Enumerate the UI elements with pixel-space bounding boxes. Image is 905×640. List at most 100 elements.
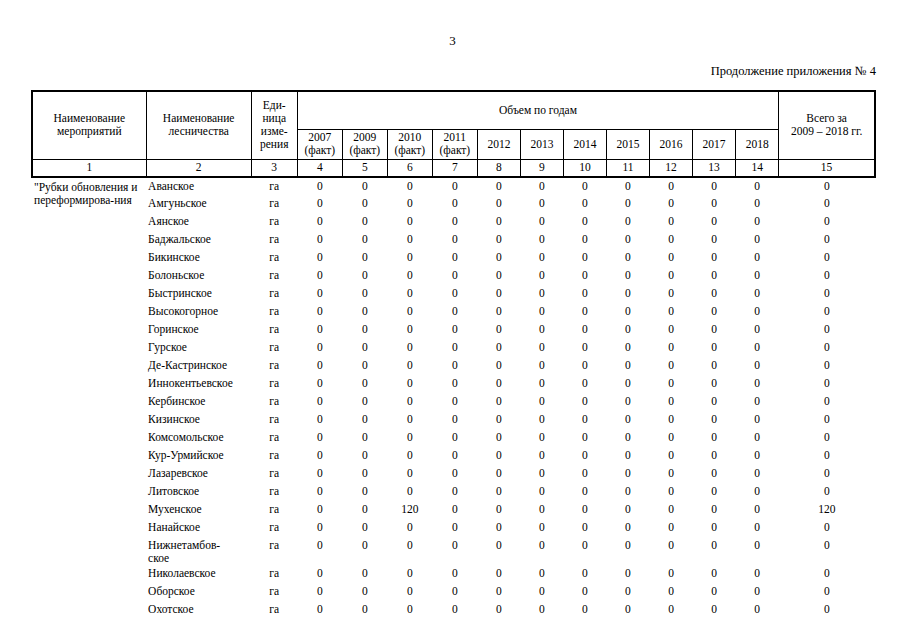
column-number: 2 xyxy=(146,159,251,177)
year-fact-note: (факт) xyxy=(344,144,386,157)
year-value: 0 xyxy=(693,465,736,483)
year-value: 0 xyxy=(477,601,520,619)
year-value: 0 xyxy=(432,537,477,565)
year-value: 0 xyxy=(297,565,342,583)
year-value: 0 xyxy=(297,447,342,465)
forestry-name: Нижнетамбов-ское xyxy=(146,537,251,565)
year-value: 0 xyxy=(387,357,432,375)
year-value: 0 xyxy=(736,339,779,357)
continuation-note: Продолжение приложения № 4 xyxy=(711,64,876,79)
year-value: 0 xyxy=(649,177,692,195)
year-value: 0 xyxy=(342,565,387,583)
year-value: 0 xyxy=(649,601,692,619)
year-value: 0 xyxy=(342,447,387,465)
year-value: 0 xyxy=(297,195,342,213)
year-value: 0 xyxy=(606,447,649,465)
year-value: 0 xyxy=(649,267,692,285)
year-value: 0 xyxy=(387,429,432,447)
year-value: 0 xyxy=(520,447,563,465)
year-value: 0 xyxy=(649,501,692,519)
year-value: 0 xyxy=(649,537,692,565)
table-row: Литовскоега000000000000 xyxy=(32,483,875,501)
forestry-name: Охотское xyxy=(146,601,251,619)
year-value: 0 xyxy=(342,195,387,213)
year-value: 0 xyxy=(520,501,563,519)
year-value: 0 xyxy=(387,393,432,411)
table-row: Де-Кастринскоега000000000000 xyxy=(32,357,875,375)
year-value: 0 xyxy=(693,537,736,565)
year-value: 0 xyxy=(342,357,387,375)
year-value: 0 xyxy=(297,249,342,267)
year-col-header: 2009(факт) xyxy=(342,129,387,159)
column-number: 4 xyxy=(297,159,342,177)
year-value: 0 xyxy=(477,375,520,393)
year-value: 0 xyxy=(477,519,520,537)
table-row: Лазаревскоега000000000000 xyxy=(32,465,875,483)
year-value: 0 xyxy=(606,213,649,231)
year-value: 0 xyxy=(432,519,477,537)
total-value: 0 xyxy=(779,357,875,375)
forestry-name: Аванское xyxy=(146,177,251,195)
total-value: 0 xyxy=(779,195,875,213)
table-row: Гурскоега000000000000 xyxy=(32,339,875,357)
year-value: 0 xyxy=(477,285,520,303)
year-col-header: 2013 xyxy=(520,129,563,159)
year-value: 0 xyxy=(649,321,692,339)
year-col-header: 2017 xyxy=(693,129,736,159)
year-value: 0 xyxy=(736,537,779,565)
year-value: 0 xyxy=(297,267,342,285)
year-value: 0 xyxy=(736,501,779,519)
year-value: 0 xyxy=(606,465,649,483)
column-number: 5 xyxy=(342,159,387,177)
table-row: Нижнетамбов-скоега000000000000 xyxy=(32,537,875,565)
year-value: 0 xyxy=(520,537,563,565)
year-value: 0 xyxy=(563,303,606,321)
table-row: Быстринскоега000000000000 xyxy=(32,285,875,303)
total-value: 0 xyxy=(779,321,875,339)
year-value: 0 xyxy=(477,483,520,501)
year-value: 0 xyxy=(693,429,736,447)
year-value: 0 xyxy=(477,177,520,195)
year-value: 0 xyxy=(297,393,342,411)
year-value: 0 xyxy=(693,601,736,619)
year-value: 0 xyxy=(520,601,563,619)
total-value: 0 xyxy=(779,393,875,411)
total-value: 0 xyxy=(779,483,875,501)
year-value: 0 xyxy=(387,195,432,213)
unit-value: га xyxy=(251,303,297,321)
year-value: 0 xyxy=(736,231,779,249)
year-col-header: 2007(факт) xyxy=(297,129,342,159)
forestry-name: Николаевское xyxy=(146,565,251,583)
year-value: 0 xyxy=(342,177,387,195)
year-value: 0 xyxy=(520,213,563,231)
year-value: 0 xyxy=(477,583,520,601)
table-row: Болоньскоега000000000000 xyxy=(32,267,875,285)
year-value: 0 xyxy=(432,177,477,195)
year-value: 0 xyxy=(432,267,477,285)
year-value: 0 xyxy=(693,483,736,501)
total-value: 0 xyxy=(779,447,875,465)
year-fact-note: (факт) xyxy=(434,144,476,157)
table-row: Николаевскоега000000000000 xyxy=(32,565,875,583)
unit-value: га xyxy=(251,339,297,357)
year-value: 0 xyxy=(432,583,477,601)
year-value: 0 xyxy=(477,267,520,285)
year-value: 0 xyxy=(432,249,477,267)
year-value: 0 xyxy=(649,231,692,249)
year-value: 0 xyxy=(342,249,387,267)
table-row: Бикинскоега000000000000 xyxy=(32,249,875,267)
year-value: 0 xyxy=(563,537,606,565)
unit-value: га xyxy=(251,583,297,601)
volume-group-header: Объем по годам xyxy=(297,91,779,129)
year-value: 0 xyxy=(477,249,520,267)
year-value: 0 xyxy=(477,565,520,583)
unit-value: га xyxy=(251,213,297,231)
year-value: 0 xyxy=(606,537,649,565)
year-value: 0 xyxy=(563,519,606,537)
table-row: Оборскоега000000000000 xyxy=(32,583,875,601)
total-value: 0 xyxy=(779,213,875,231)
unit-col-header: Еди-ница изме-рения xyxy=(251,91,297,159)
year-value: 0 xyxy=(297,583,342,601)
total-value: 0 xyxy=(779,375,875,393)
year-value: 0 xyxy=(563,339,606,357)
